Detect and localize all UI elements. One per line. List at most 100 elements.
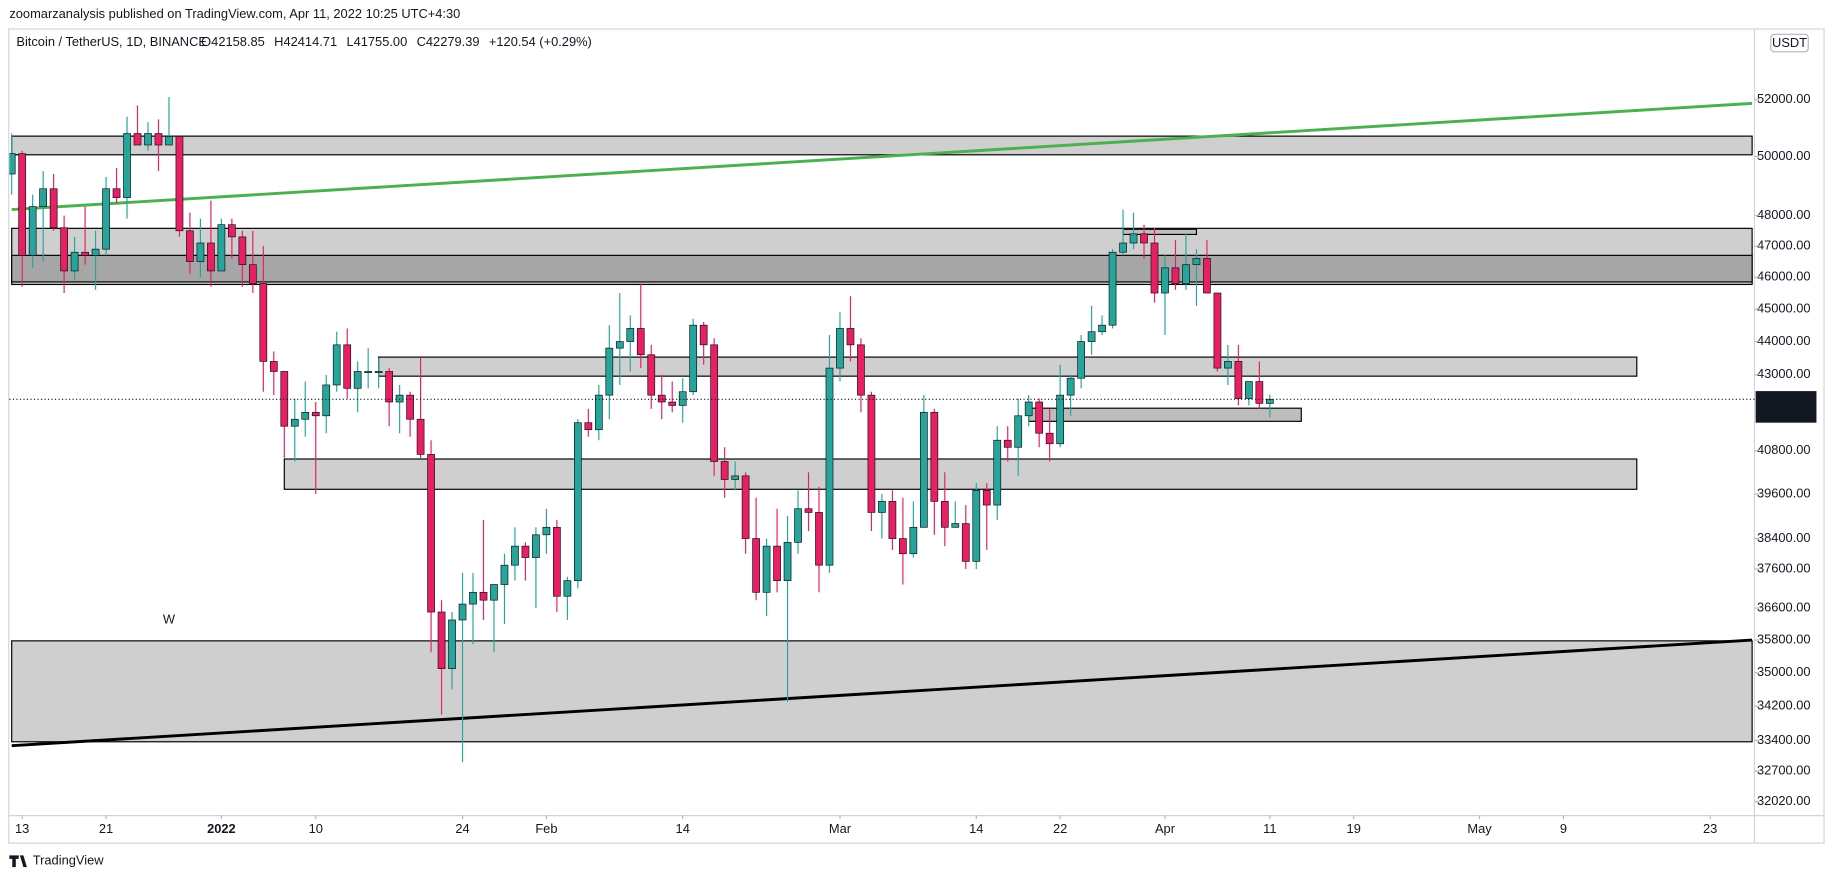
- x-tick-label: Feb: [535, 821, 557, 836]
- y-tick-label: 48000.00: [1757, 207, 1811, 222]
- candle-body: [322, 384, 331, 417]
- candle-body: [332, 344, 341, 386]
- candle-body: [888, 501, 897, 539]
- x-tick-label: 14: [969, 821, 983, 836]
- candle-body: [112, 188, 121, 198]
- candle-body: [678, 391, 687, 406]
- candle-body: [154, 133, 163, 146]
- y-tick-label: 32700.00: [1757, 763, 1811, 778]
- candle-body: [207, 242, 215, 272]
- x-tick-label: 10: [309, 821, 323, 836]
- ohlc-value: C42279.39: [417, 34, 480, 49]
- candle-body: [1245, 381, 1253, 399]
- candle-body: [899, 538, 907, 555]
- candle-body: [9, 153, 16, 175]
- y-tick-label: 36600.00: [1757, 599, 1811, 614]
- candle-body: [217, 224, 226, 272]
- candle-body: [972, 490, 981, 562]
- candle-body: [1213, 292, 1222, 369]
- candle-body: [773, 545, 781, 581]
- price-zone: [11, 254, 1753, 283]
- candle-body: [836, 328, 844, 369]
- y-tick-label: 40800.00: [1757, 442, 1811, 457]
- trend-line: [11, 638, 1753, 748]
- x-tick-label: 14: [676, 821, 690, 836]
- candle-body: [364, 371, 373, 373]
- price-zone: [283, 458, 1638, 490]
- candle-body: [1024, 401, 1033, 417]
- x-tick-label: 21: [99, 821, 113, 836]
- candle-body: [1014, 415, 1023, 448]
- candle-body: [615, 341, 624, 349]
- y-tick-label: 50000.00: [1757, 148, 1811, 163]
- y-tick-label: 34200.00: [1757, 698, 1811, 713]
- candle-body: [1150, 242, 1159, 294]
- candle-body: [301, 411, 310, 420]
- candle-body: [1192, 258, 1201, 266]
- candle-body: [815, 512, 823, 566]
- y-tick-label: 35000.00: [1757, 664, 1811, 679]
- candle-body: [857, 344, 865, 396]
- candle-body: [731, 475, 739, 480]
- candle-body: [993, 439, 1002, 506]
- candle-body: [259, 283, 268, 362]
- candle-body: [437, 611, 446, 669]
- candle-body: [657, 394, 666, 403]
- price-zone: [11, 135, 1753, 156]
- candle-body: [18, 153, 27, 256]
- candle-body: [741, 475, 750, 539]
- x-tick-label: 24: [455, 821, 469, 836]
- candle-body: [186, 230, 194, 262]
- candle-body: [228, 224, 236, 238]
- candle-body: [626, 328, 635, 342]
- candle-body: [311, 411, 320, 417]
- x-tick-label: Mar: [829, 821, 852, 836]
- candle-body: [1003, 439, 1012, 448]
- x-tick-label: 22: [1053, 821, 1067, 836]
- candle-body: [91, 248, 100, 256]
- candle-body: [28, 206, 37, 256]
- y-tick-label: 45000.00: [1757, 300, 1811, 315]
- candle-body: [783, 541, 792, 581]
- candle-body: [1182, 264, 1190, 284]
- candle-body: [919, 411, 928, 528]
- candle-body: [479, 591, 488, 601]
- candle-body: [574, 422, 582, 581]
- candle-body: [532, 534, 540, 558]
- candle-body: [39, 188, 48, 207]
- ohlc-value: O42158.85: [201, 34, 265, 49]
- x-tick-label: 23: [1703, 821, 1717, 836]
- candle-body: [752, 538, 760, 593]
- x-tick-label: 19: [1347, 821, 1361, 836]
- candle-body: [584, 422, 593, 431]
- chart-frame: [8, 28, 1825, 844]
- candle-body: [940, 501, 949, 528]
- candle-body: [1119, 242, 1127, 253]
- candle-body: [500, 564, 509, 585]
- candle-body: [248, 264, 257, 284]
- candle-body: [448, 619, 456, 669]
- candle-body: [290, 418, 299, 427]
- y-tick-label: 44000.00: [1757, 333, 1811, 348]
- candle-body: [636, 328, 645, 356]
- y-tick-label: 35800.00: [1757, 631, 1811, 646]
- candle-body: [165, 136, 173, 146]
- candle-body: [1087, 331, 1096, 342]
- ohlc-value: L41755.00: [346, 34, 407, 49]
- candle-body: [406, 394, 414, 420]
- candle-body: [878, 501, 886, 513]
- candle-body: [1265, 398, 1274, 404]
- candle-body: [196, 242, 205, 262]
- candle-body: [563, 580, 572, 597]
- candle-body: [102, 188, 110, 250]
- y-tick-label: 37600.00: [1757, 560, 1811, 575]
- candle-body: [961, 523, 970, 562]
- candle-body: [1129, 233, 1138, 244]
- candle-body: [353, 371, 362, 389]
- y-tick-label: 43000.00: [1757, 366, 1811, 381]
- candle-body: [81, 251, 89, 256]
- x-tick-label: 11: [1263, 821, 1276, 836]
- candle-body: [343, 344, 352, 389]
- candle-body: [1234, 361, 1243, 399]
